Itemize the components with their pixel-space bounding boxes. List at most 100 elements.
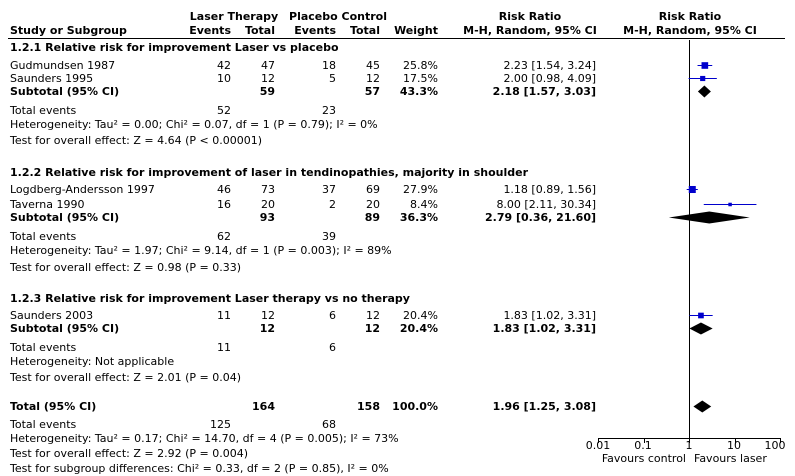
subtotal-label: Subtotal (95% CI) xyxy=(10,211,120,224)
subtotal-total2: 57 xyxy=(364,85,380,98)
overall-effect-text: Test for overall effect: Z = 2.92 (P = 0… xyxy=(10,447,248,460)
axis-tick-label: 1 xyxy=(685,439,693,452)
total1-header: Total xyxy=(244,24,275,37)
study-marker xyxy=(688,185,696,194)
total-events1: 11 xyxy=(217,341,231,354)
risk-ratio-ci: 1.83 [1.02, 3.31] xyxy=(503,309,596,322)
events1-header: Events xyxy=(189,24,231,37)
rr-title: Risk Ratio xyxy=(498,10,562,23)
total-events-label: Total events xyxy=(10,104,77,117)
study-col-header: Study or Subgroup xyxy=(10,24,127,37)
events1: 46 xyxy=(217,183,231,196)
subtotal-weight: 36.3% xyxy=(399,211,438,224)
total2: 69 xyxy=(366,183,380,196)
total-label: Total (95% CI) xyxy=(10,400,97,413)
grand-events2: 68 xyxy=(322,418,336,431)
favours-laser-label: Favours laser xyxy=(694,452,767,465)
group1-header: Laser Therapy xyxy=(189,10,279,23)
total2: 20 xyxy=(366,198,380,211)
total1: 20 xyxy=(261,198,275,211)
subtotal-ci: 2.79 [0.36, 21.60] xyxy=(485,211,596,224)
weight: 27.9% xyxy=(403,183,438,196)
group2-header: Placebo Control xyxy=(289,10,387,23)
study-name: Logdberg-Andersson 1997 xyxy=(10,183,155,196)
total-events1: 52 xyxy=(217,104,231,117)
subtotal-ci: 2.18 [1.57, 3.03] xyxy=(492,85,596,98)
total2: 12 xyxy=(366,309,380,322)
pooled-diamond xyxy=(689,322,713,335)
events2: 6 xyxy=(329,309,336,322)
weight: 17.5% xyxy=(403,72,438,85)
grand-events1: 125 xyxy=(210,418,231,431)
total1: 12 xyxy=(261,309,275,322)
overall-effect-text: Test for overall effect: Z = 0.98 (P = 0… xyxy=(10,261,241,274)
weight-header: Weight xyxy=(394,24,438,37)
subtotal-total2: 89 xyxy=(364,211,380,224)
subgroup-title: 1.2.3 Relative risk for improvement Lase… xyxy=(10,292,410,305)
total-events2: 6 xyxy=(329,341,336,354)
total-events2: 23 xyxy=(322,104,336,117)
events2: 37 xyxy=(322,183,336,196)
total-events1: 62 xyxy=(217,230,231,243)
heterogeneity-text: Heterogeneity: Not applicable xyxy=(10,355,175,368)
plot-method-header: M-H, Random, 95% CI xyxy=(623,24,757,37)
pooled-diamond xyxy=(668,211,750,224)
subtotal-total1: 93 xyxy=(259,211,275,224)
subtotal-total2: 12 xyxy=(364,322,380,335)
events1: 10 xyxy=(217,72,231,85)
study-marker xyxy=(701,62,709,69)
events1: 42 xyxy=(217,59,231,72)
axis-tick-label: 0.1 xyxy=(634,439,652,452)
pooled-diamond xyxy=(693,400,712,413)
total2: 12 xyxy=(366,72,380,85)
grand-total-weight: 100.0% xyxy=(392,400,438,413)
rr-method-header: M-H, Random, 95% CI xyxy=(463,24,597,37)
grand-total1: 164 xyxy=(252,400,275,413)
pooled-diamond xyxy=(697,85,711,98)
favours-control-label: Favours control xyxy=(601,452,686,465)
study-name: Gudmundsen 1987 xyxy=(10,59,116,72)
subtotal-total1: 12 xyxy=(259,322,275,335)
overall-effect-text: Test for overall effect: Z = 4.64 (P < 0… xyxy=(10,134,262,147)
subtotal-label: Subtotal (95% CI) xyxy=(10,85,120,98)
events1: 16 xyxy=(217,198,231,211)
events2: 2 xyxy=(329,198,336,211)
grand-total2: 158 xyxy=(357,400,380,413)
study-name: Saunders 1995 xyxy=(10,72,94,85)
overall-effect-text: Test for overall effect: Z = 2.01 (P = 0… xyxy=(10,371,241,384)
risk-ratio-ci: 2.23 [1.54, 3.24] xyxy=(503,59,596,72)
heterogeneity-text: Heterogeneity: Tau² = 0.17; Chi² = 14.70… xyxy=(10,432,399,445)
heterogeneity-text: Heterogeneity: Tau² = 0.00; Chi² = 0.07,… xyxy=(10,118,378,131)
study-marker xyxy=(698,312,704,319)
study-marker xyxy=(700,75,706,82)
events2: 18 xyxy=(322,59,336,72)
total-events-label: Total events xyxy=(10,230,77,243)
total1: 12 xyxy=(261,72,275,85)
total1: 47 xyxy=(261,59,275,72)
total-events-label: Total events xyxy=(10,341,77,354)
subgroup-title: 1.2.2 Relative risk for improvement of l… xyxy=(10,166,529,179)
subtotal-total1: 59 xyxy=(259,85,275,98)
weight: 25.8% xyxy=(403,59,438,72)
events2-header: Events xyxy=(294,24,336,37)
subtotal-weight: 43.3% xyxy=(399,85,438,98)
events1: 11 xyxy=(217,309,231,322)
weight: 8.4% xyxy=(410,198,438,211)
subgroup-difference-text: Test for subgroup differences: Chi² = 0.… xyxy=(10,462,389,475)
events2: 5 xyxy=(329,72,336,85)
weight: 20.4% xyxy=(403,309,438,322)
risk-ratio-ci: 8.00 [2.11, 30.34] xyxy=(496,198,596,211)
risk-ratio-ci: 1.18 [0.89, 1.56] xyxy=(503,183,596,196)
subtotal-weight: 20.4% xyxy=(399,322,438,335)
total1: 73 xyxy=(261,183,275,196)
total-events2: 39 xyxy=(322,230,336,243)
heterogeneity-text: Heterogeneity: Tau² = 1.97; Chi² = 9.14,… xyxy=(10,244,392,257)
subtotal-ci: 1.83 [1.02, 3.31] xyxy=(492,322,596,335)
grand-total-ci: 1.96 [1.25, 3.08] xyxy=(492,400,596,413)
axis-tick-label: 0.01 xyxy=(585,439,611,452)
plot-title: Risk Ratio xyxy=(658,10,722,23)
total-events-label: Total events xyxy=(10,418,77,431)
study-name: Saunders 2003 xyxy=(10,309,94,322)
risk-ratio-ci: 2.00 [0.98, 4.09] xyxy=(503,72,596,85)
